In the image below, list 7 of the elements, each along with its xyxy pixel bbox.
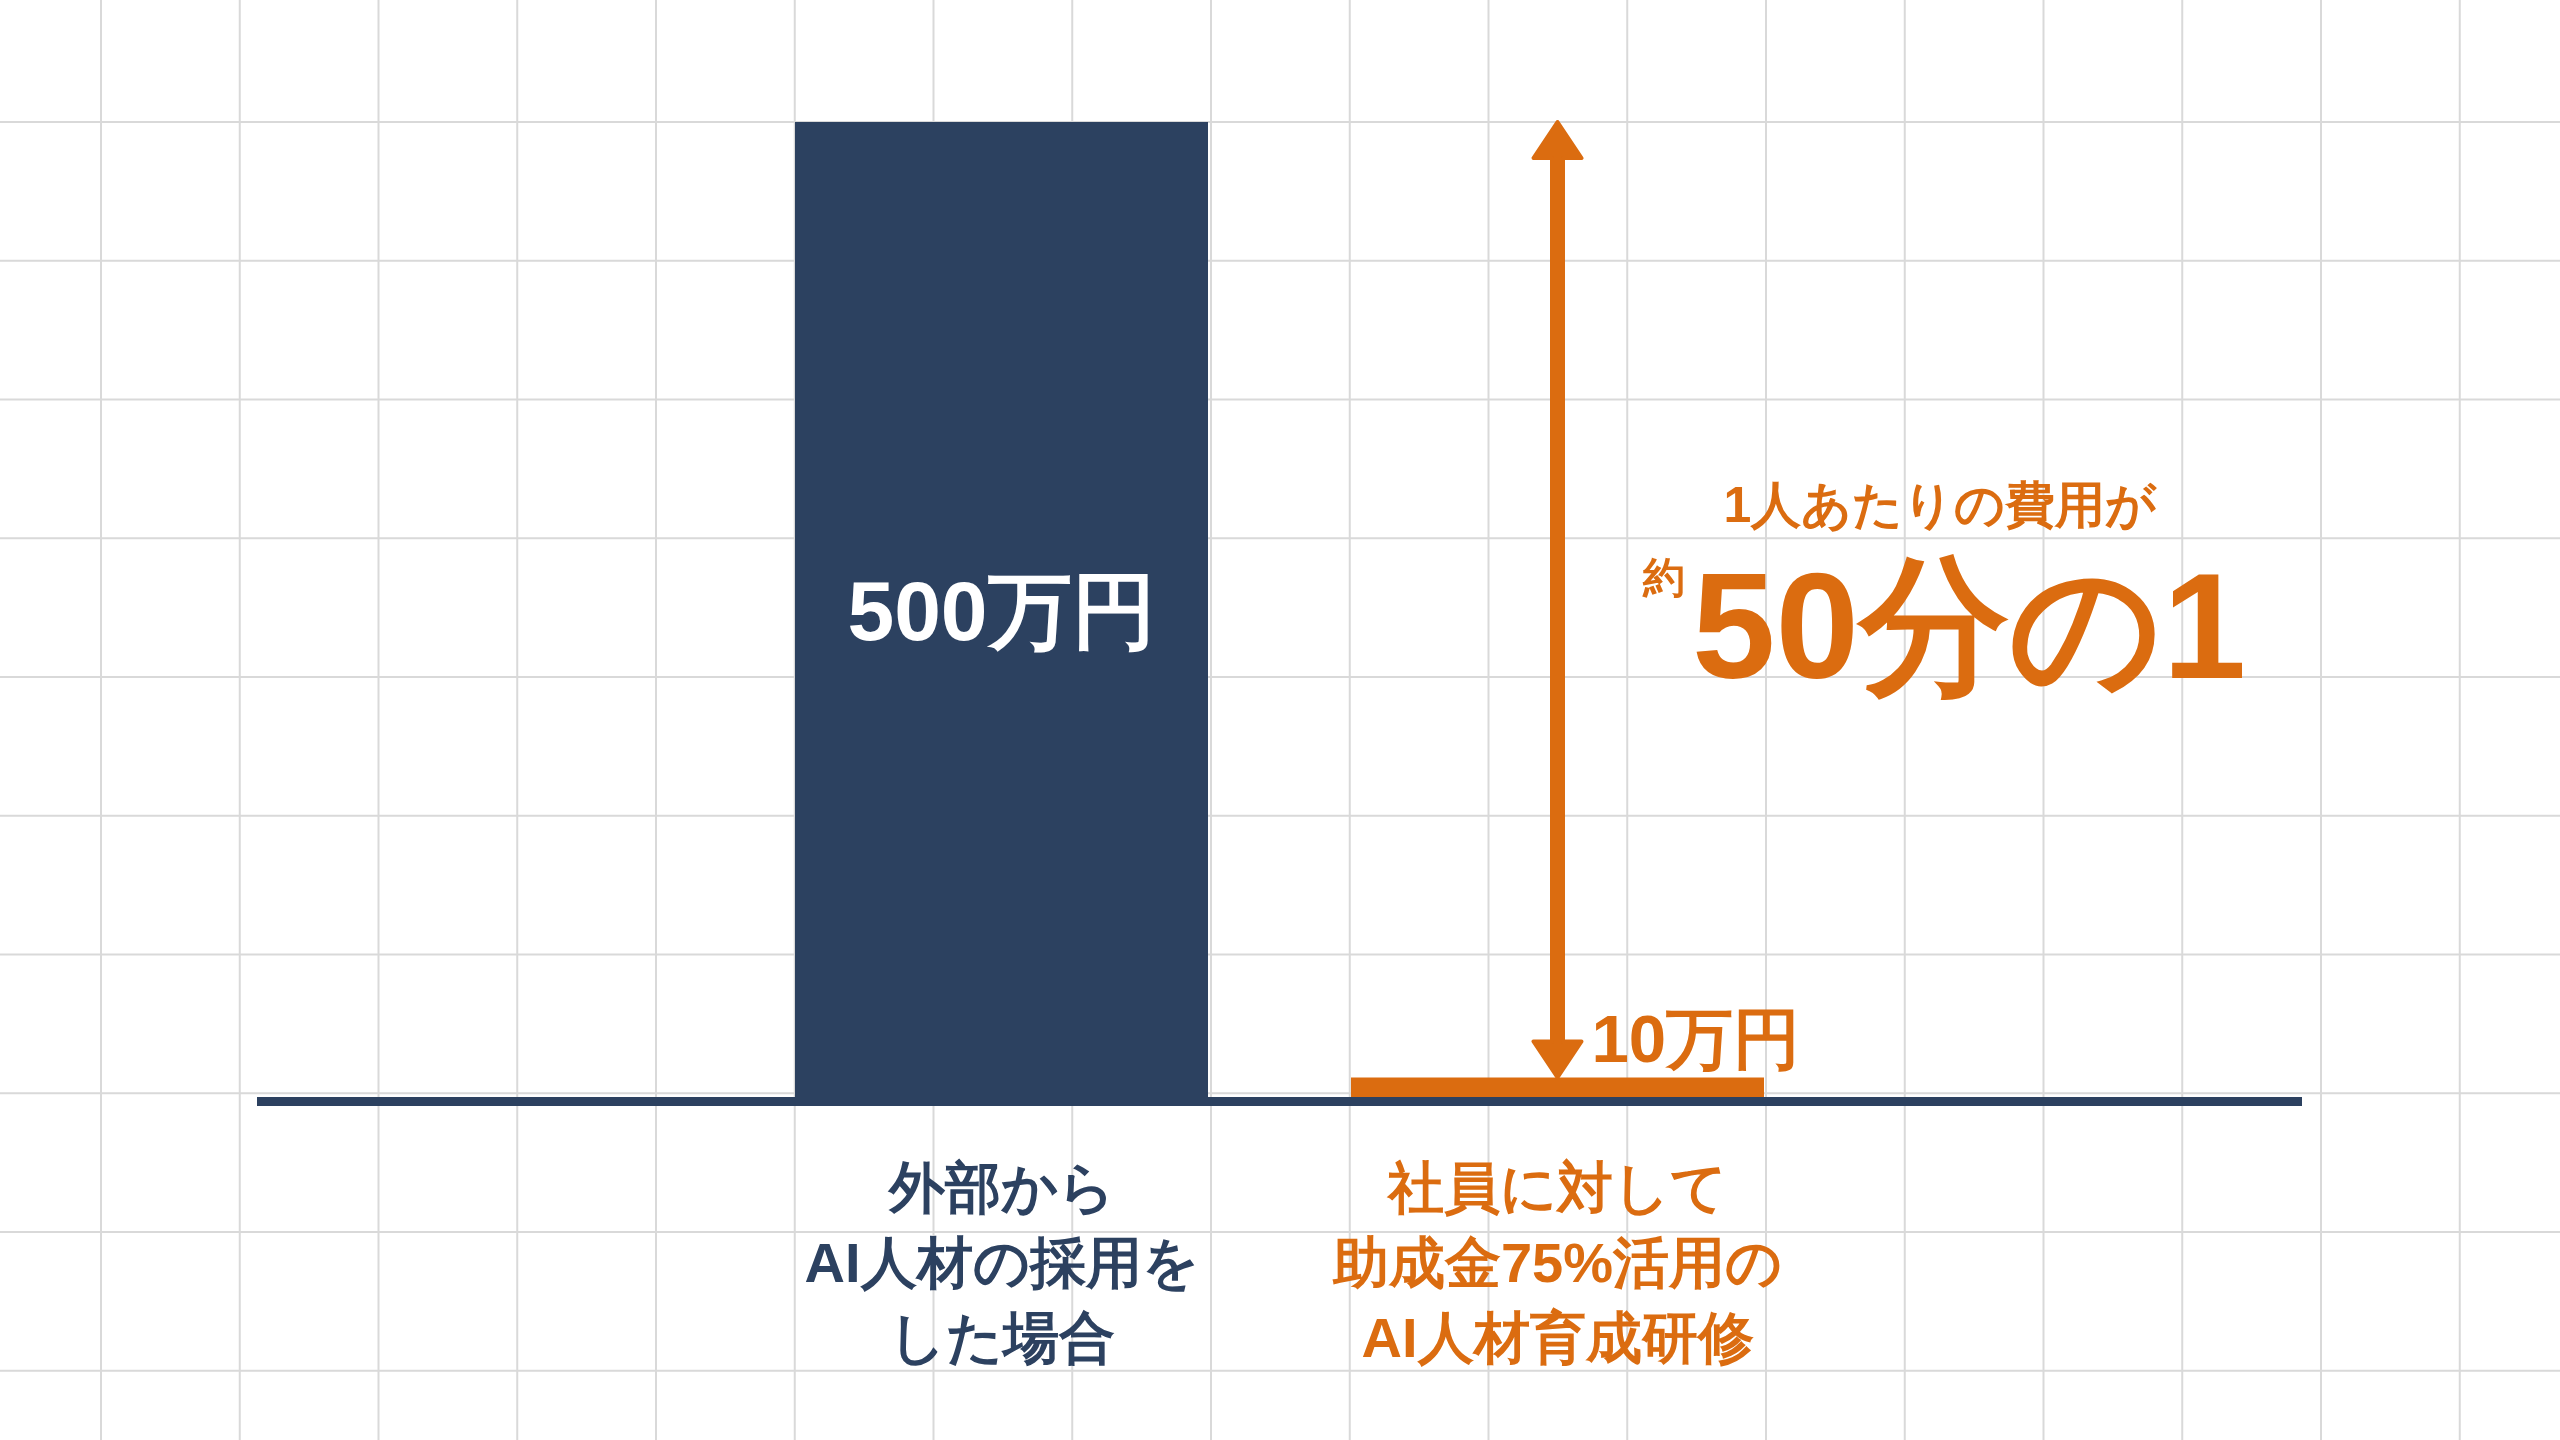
annotation: 約 [1643, 554, 1685, 601]
category-label: 社員に対して助成金75%活用のAI人材育成研修 [1332, 1156, 1783, 1369]
category-label: 外部からAI人材の採用をした場合 [804, 1156, 1199, 1369]
annotation: 1人あたりの費用が [1723, 477, 2157, 533]
value-label: 10万円 [1591, 1000, 1801, 1076]
annotation: 50分の1 [1692, 542, 2247, 710]
value-label: 500万円 [847, 563, 1156, 658]
